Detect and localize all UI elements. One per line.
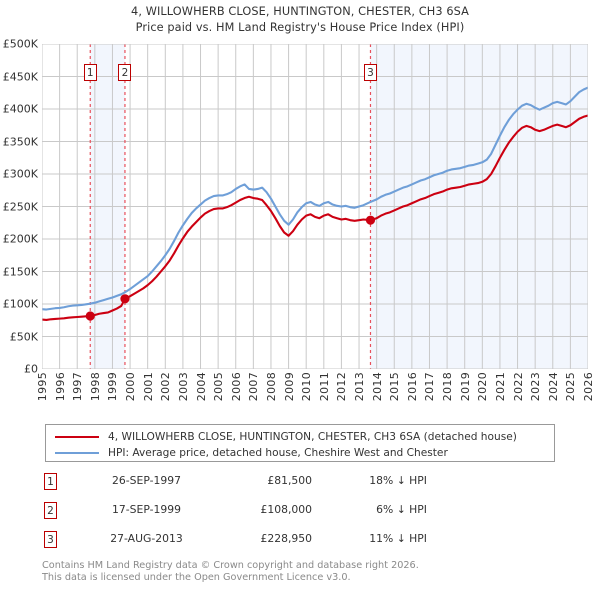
row-date: 26-SEP-1997 xyxy=(112,474,181,487)
x-tick-label: 2008 xyxy=(264,372,278,402)
title-line-2: Price paid vs. HM Land Registry's House … xyxy=(135,21,465,34)
transaction-point-3[interactable] xyxy=(365,215,376,225)
legend-entry-price-paid: 4, WILLOWHERB CLOSE, HUNTINGTON, CHESTER… xyxy=(46,427,517,446)
x-tick-label: 1999 xyxy=(106,372,120,402)
row-price: £228,950 xyxy=(260,532,312,545)
y-axis-labels: £0 £50K £100K £150K £200K £250K £300K £350K £400… xyxy=(0,38,40,376)
row-marker-number: 2 xyxy=(44,502,57,519)
footer-attribution: Contains HM Land Registry data © Crown c… xyxy=(42,560,582,583)
x-tick-label: 2000 xyxy=(124,372,138,402)
series-line xyxy=(42,114,588,321)
footer-line-1: Contains HM Land Registry data © Crown c… xyxy=(42,560,419,571)
x-tick-label: 1996 xyxy=(53,372,67,402)
row-price: £81,500 xyxy=(267,474,312,487)
page-title: 4, WILLOWHERB CLOSE, HUNTINGTON, CHESTER… xyxy=(0,4,600,36)
chart-legend: 4, WILLOWHERB CLOSE, HUNTINGTON, CHESTER… xyxy=(45,424,555,462)
y-tick-label: £0 xyxy=(24,362,38,376)
table-row[interactable]: 1 26-SEP-1997 £81,500 18% ↓ HPI xyxy=(42,472,462,501)
x-tick-label: 2011 xyxy=(317,372,331,402)
legend-label-price-paid: 4, WILLOWHERB CLOSE, HUNTINGTON, CHESTER… xyxy=(108,430,517,443)
x-tick-label: 2009 xyxy=(282,372,296,402)
x-tick-label: 2016 xyxy=(405,372,419,402)
row-price: £108,000 xyxy=(260,503,312,516)
transaction-point-1[interactable] xyxy=(85,311,95,321)
x-axis-labels: 1995 1996 1997 1998 1999 2000 2001 2002 2003 2004… xyxy=(36,372,595,416)
x-tick-label: 2017 xyxy=(423,372,437,402)
y-tick-label: £400K xyxy=(2,102,38,116)
table-row[interactable]: 2 17-SEP-1999 £108,000 6% ↓ HPI xyxy=(42,501,462,530)
x-tick-label: 1998 xyxy=(88,372,102,402)
y-tick-label: £100K xyxy=(2,297,38,311)
x-tick-label: 2014 xyxy=(370,372,384,402)
y-tick-label: £450K xyxy=(2,70,38,83)
chart-plot-area xyxy=(42,44,588,369)
x-tick-label: 2020 xyxy=(476,372,490,402)
x-tick-label: 2022 xyxy=(511,372,525,402)
price-history-chart xyxy=(42,44,588,369)
x-tick-label: 2013 xyxy=(353,372,367,402)
y-tick-label: £200K xyxy=(2,232,38,246)
x-tick-label: 2002 xyxy=(159,372,173,402)
y-tick-label: £350K xyxy=(2,135,38,148)
x-tick-label: 2003 xyxy=(176,372,190,402)
legend-swatch-price-paid xyxy=(55,435,99,438)
y-tick-label: £50K xyxy=(9,330,38,343)
x-tick-label: 1995 xyxy=(36,372,49,402)
x-tick-label: 2001 xyxy=(141,372,155,402)
row-hpi-delta: 11% ↓ HPI xyxy=(369,532,427,545)
footer-line-2: This data is licensed under the Open Gov… xyxy=(42,571,351,583)
x-tick-label: 2005 xyxy=(212,372,226,402)
table-row[interactable]: 3 27-AUG-2013 £228,950 11% ↓ HPI xyxy=(42,530,462,559)
chart-marker-box-3[interactable]: 3 xyxy=(363,64,377,81)
chart-marker-box-1[interactable]: 1 xyxy=(83,64,97,81)
row-marker-number: 3 xyxy=(44,531,57,548)
x-tick-label: 2012 xyxy=(335,372,349,402)
x-tick-label: 2025 xyxy=(564,372,578,402)
transaction-points xyxy=(85,215,376,321)
row-hpi-delta: 6% ↓ HPI xyxy=(376,503,427,516)
legend-label-hpi: HPI: Average price, detached house, Ches… xyxy=(108,446,448,459)
legend-swatch-hpi xyxy=(55,451,99,454)
transactions-table: 1 26-SEP-1997 £81,500 18% ↓ HPI 2 17-SEP… xyxy=(42,472,462,559)
x-tick-label: 2006 xyxy=(229,372,243,402)
series-lines xyxy=(42,86,588,321)
y-tick-label: £500K xyxy=(2,37,38,51)
y-tick-label: £250K xyxy=(2,200,38,213)
row-date: 17-SEP-1999 xyxy=(112,503,181,516)
x-tick-label: 2004 xyxy=(194,372,208,402)
x-tick-label: 2019 xyxy=(458,372,472,402)
x-tick-label: 2015 xyxy=(388,372,402,402)
chart-marker-box-2[interactable]: 2 xyxy=(118,64,132,81)
y-tick-label: £300K xyxy=(2,167,38,181)
title-line-1: 4, WILLOWHERB CLOSE, HUNTINGTON, CHESTER… xyxy=(131,5,469,18)
x-tick-label: 2023 xyxy=(529,372,543,402)
transaction-point-2[interactable] xyxy=(120,294,130,304)
series-line xyxy=(42,86,588,311)
row-date: 27-AUG-2013 xyxy=(110,532,183,545)
legend-entry-hpi: HPI: Average price, detached house, Ches… xyxy=(46,443,448,462)
x-tick-label: 2010 xyxy=(300,372,314,402)
x-tick-label: 1997 xyxy=(71,372,85,402)
x-tick-label: 2018 xyxy=(441,372,455,402)
y-tick-label: £150K xyxy=(2,265,38,278)
x-tick-label: 2026 xyxy=(582,372,595,402)
x-tick-label: 2007 xyxy=(247,372,261,402)
row-marker-number: 1 xyxy=(44,473,57,490)
x-tick-label: 2021 xyxy=(493,372,507,402)
x-tick-label: 2024 xyxy=(546,372,560,402)
row-hpi-delta: 18% ↓ HPI xyxy=(369,474,427,487)
